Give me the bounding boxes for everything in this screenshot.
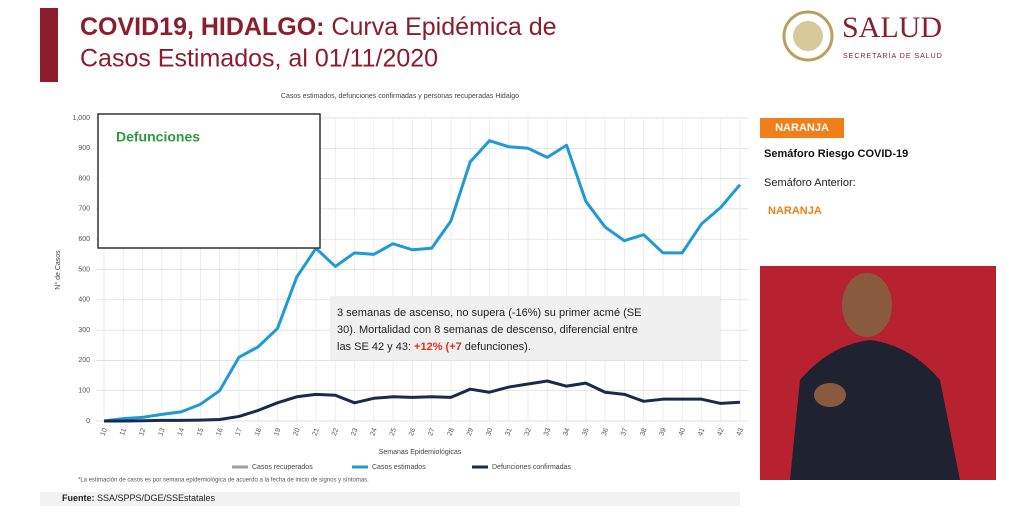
x-tick-label: 37 xyxy=(620,427,629,437)
x-tick-label: 21 xyxy=(312,427,321,437)
x-tick-label: 31 xyxy=(504,427,513,437)
interpreter-body xyxy=(790,340,960,480)
x-tick-label: 24 xyxy=(370,427,379,437)
x-tick-label: 26 xyxy=(408,427,417,437)
x-tick-label: 15 xyxy=(196,427,205,437)
source: Fuente: SSA/SPPS/DGE/SSEstatales xyxy=(62,493,216,503)
inset-title: Defunciones xyxy=(116,129,200,145)
x-tick-label: 22 xyxy=(331,427,340,437)
x-axis-label: Semanas Epidemiológicas xyxy=(379,449,462,456)
y-tick-label: 100 xyxy=(78,388,90,395)
x-tick-label: 43 xyxy=(736,427,745,437)
title-bold: COVID19, HIDALGO: xyxy=(80,13,324,41)
title-line2: Casos Estimados, al 01/11/2020 xyxy=(80,45,438,73)
interpreter-hand xyxy=(814,383,846,407)
x-tick-label: 42 xyxy=(716,427,725,437)
source-text: SSA/SPPS/DGE/SSEstatales xyxy=(95,493,216,503)
footnote: *La estimación de casos es por semana ep… xyxy=(78,478,369,484)
x-tick-label: 12 xyxy=(138,427,147,437)
title-rest: Curva Epidémica de xyxy=(324,13,556,41)
legend-label: Casos estimados xyxy=(372,464,426,471)
source-label: Fuente: xyxy=(62,493,95,503)
source-bar xyxy=(40,492,740,506)
x-tick-label: 35 xyxy=(582,427,591,437)
x-tick-label: 34 xyxy=(562,427,571,437)
x-tick-label: 38 xyxy=(639,427,648,437)
badge-text: NARANJA xyxy=(775,122,829,134)
x-tick-label: 10 xyxy=(100,427,109,437)
x-tick-label: 11 xyxy=(119,427,128,436)
y-tick-label: 300 xyxy=(78,327,90,334)
x-tick-label: 20 xyxy=(292,427,301,437)
series-line xyxy=(103,139,742,423)
y-tick-label: 900 xyxy=(78,145,90,152)
x-tick-label: 19 xyxy=(273,427,282,437)
legend-label: Casos recuperados xyxy=(252,464,313,471)
risk-label: Semáforo Riesgo COVID-19 xyxy=(764,148,908,160)
logo-seal-inner xyxy=(793,21,823,51)
annotation-highlight: +12% (+7 xyxy=(414,341,462,353)
logo-seal xyxy=(782,10,834,62)
x-tick-label: 36 xyxy=(601,427,610,437)
y-tick-label: 1,000 xyxy=(72,115,90,122)
x-tick-label: 39 xyxy=(659,427,668,437)
x-tick-label: 27 xyxy=(427,427,436,437)
annotation-box xyxy=(330,296,720,360)
x-tick-label: 40 xyxy=(678,427,687,437)
y-tick-label: 800 xyxy=(78,175,90,182)
x-tick-label: 14 xyxy=(177,427,186,437)
x-tick-label: 28 xyxy=(447,427,456,437)
x-tick-label: 23 xyxy=(350,427,359,437)
y-axis-label: N° de Casos xyxy=(54,250,62,290)
x-tick-label: 33 xyxy=(543,427,552,437)
x-tick-label: 32 xyxy=(524,427,533,437)
inset-box xyxy=(97,113,321,249)
logo-text: SALUD xyxy=(842,11,942,44)
previous-value: NARANJA xyxy=(768,205,822,217)
x-tick-label: 17 xyxy=(235,427,244,437)
y-tick-label: 500 xyxy=(78,266,90,273)
x-tick-label: 18 xyxy=(254,427,263,437)
badge xyxy=(760,118,844,138)
y-tick-label: 600 xyxy=(78,236,90,243)
accent-bar xyxy=(40,8,58,82)
y-tick-label: 700 xyxy=(78,206,90,213)
y-tick-label: 400 xyxy=(78,297,90,304)
chart-title: Casos estimados, defunciones confirmadas… xyxy=(281,93,519,100)
x-tick-label: 29 xyxy=(466,427,475,437)
x-tick-label: 30 xyxy=(485,427,494,437)
annotation-line: las SE 42 y 43: +12% (+7 defunciones). xyxy=(337,341,531,353)
y-tick-label: 200 xyxy=(78,357,90,364)
legend-label: Defunciones confirmadas xyxy=(492,464,571,471)
interpreter-head xyxy=(842,273,892,337)
annotation-text: defunciones). xyxy=(462,341,531,353)
annotation-text: las SE 42 y 43: xyxy=(337,341,414,353)
annotation-line: 3 semanas de ascenso, no supera (-16%) s… xyxy=(337,307,641,319)
x-tick-label: 25 xyxy=(389,427,398,437)
x-tick-label: 13 xyxy=(158,427,167,437)
x-tick-label: 16 xyxy=(215,427,224,437)
y-tick-label: 0 xyxy=(86,418,90,425)
x-tick-label: 41 xyxy=(697,427,706,437)
title-line1: COVID19, HIDALGO: Curva Epidémica de xyxy=(80,13,557,41)
annotation-line: 30). Mortalidad con 8 semanas de descens… xyxy=(337,324,638,336)
previous-label: Semáforo Anterior: xyxy=(764,177,856,189)
logo-subtext: SECRETARÍA DE SALUD xyxy=(843,51,943,60)
series-line xyxy=(104,379,741,423)
